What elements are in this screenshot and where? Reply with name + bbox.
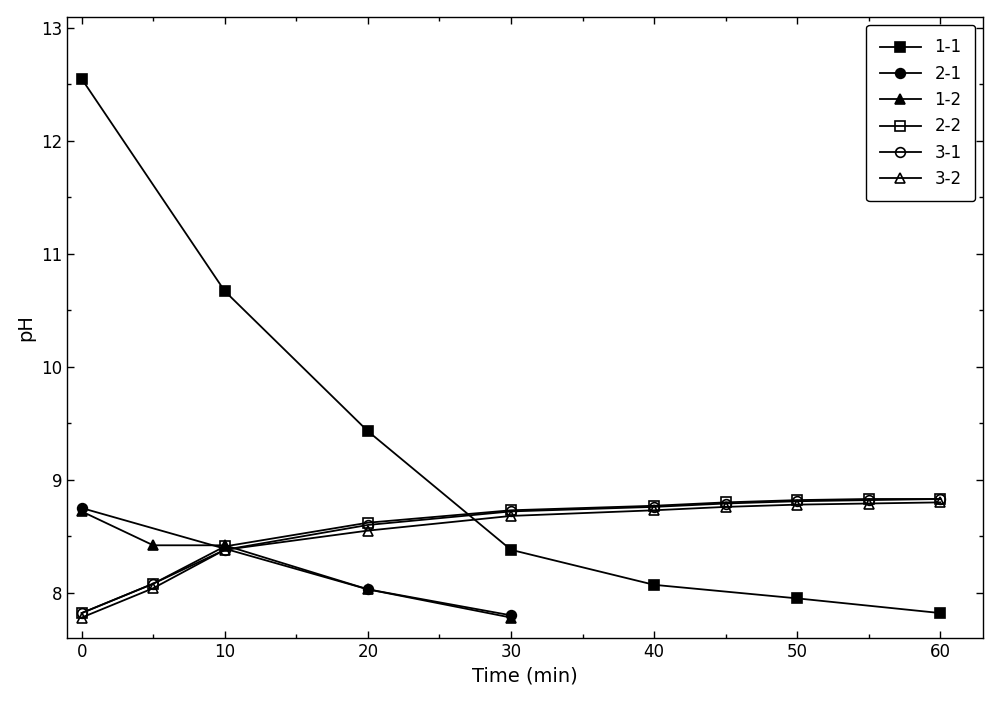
Line: 1-1: 1-1 <box>77 74 945 618</box>
3-2 <box>791 501 803 509</box>
3-1 <box>720 499 732 508</box>
3-1 <box>648 503 660 511</box>
2-1 <box>505 611 517 620</box>
1-1 <box>505 545 517 554</box>
2-2 <box>791 496 803 504</box>
1-1 <box>76 74 88 83</box>
3-1 <box>934 495 946 503</box>
1-1 <box>219 287 231 296</box>
2-2 <box>505 506 517 515</box>
2-2 <box>219 542 231 550</box>
2-2 <box>934 495 946 503</box>
3-1 <box>505 508 517 516</box>
2-1 <box>76 504 88 512</box>
3-1 <box>362 521 374 529</box>
1-2 <box>362 585 374 594</box>
3-2 <box>219 545 231 554</box>
1-1 <box>648 581 660 589</box>
2-2 <box>648 501 660 510</box>
3-2 <box>362 526 374 535</box>
1-2 <box>76 508 88 516</box>
2-2 <box>147 579 159 588</box>
Line: 3-1: 3-1 <box>77 494 945 618</box>
2-2 <box>362 519 374 527</box>
3-2 <box>76 614 88 622</box>
2-2 <box>720 498 732 507</box>
3-2 <box>720 503 732 511</box>
Line: 2-1: 2-1 <box>77 503 516 620</box>
3-1 <box>76 609 88 617</box>
3-1 <box>219 545 231 554</box>
Line: 2-2: 2-2 <box>77 494 945 618</box>
2-2 <box>863 495 875 503</box>
Y-axis label: pH: pH <box>17 314 36 340</box>
3-1 <box>863 496 875 504</box>
1-1 <box>791 594 803 602</box>
3-1 <box>147 579 159 588</box>
1-2 <box>147 541 159 550</box>
Legend: 1-1, 2-1, 1-2, 2-2, 3-1, 3-2: 1-1, 2-1, 1-2, 2-2, 3-1, 3-2 <box>866 25 975 201</box>
2-1 <box>362 585 374 594</box>
Line: 1-2: 1-2 <box>77 507 516 623</box>
2-2 <box>76 609 88 617</box>
1-2 <box>505 614 517 622</box>
Line: 3-2: 3-2 <box>77 498 945 623</box>
3-2 <box>648 506 660 515</box>
3-2 <box>934 498 946 507</box>
1-1 <box>362 427 374 435</box>
1-1 <box>934 609 946 617</box>
3-1 <box>791 497 803 505</box>
1-2 <box>219 541 231 550</box>
3-2 <box>863 499 875 508</box>
X-axis label: Time (min): Time (min) <box>472 666 578 685</box>
3-2 <box>147 584 159 592</box>
3-2 <box>505 512 517 520</box>
